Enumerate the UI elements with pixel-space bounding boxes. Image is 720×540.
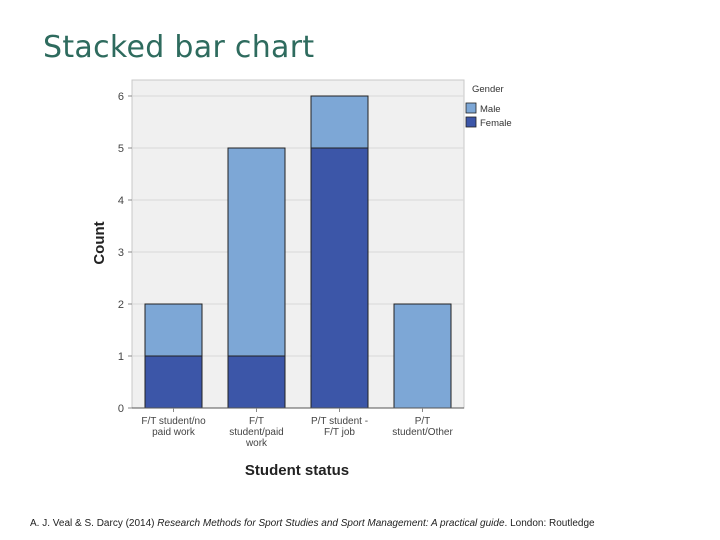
y-tick-label: 6 (118, 91, 124, 103)
citation-publisher: . London: Routledge (504, 518, 595, 529)
bar-male-4 (393, 303, 452, 409)
citation-book-title: Research Methods for Sport Studies and S… (157, 518, 505, 529)
bar-female-3 (310, 147, 369, 409)
bar-male-1 (144, 303, 203, 357)
legend-label-male: Male (480, 104, 501, 115)
legend-label-female: Female (480, 118, 512, 129)
slide-title: Stacked bar chart (43, 30, 315, 65)
legend-swatch-female (465, 116, 477, 128)
bar-female-2 (227, 355, 286, 409)
x-tick-label: P/T student/Other (392, 416, 453, 438)
y-tick-label: 3 (118, 247, 124, 259)
bar-male-2 (227, 147, 286, 357)
y-tick-label: 2 (118, 299, 124, 311)
y-axis-label: Count (91, 221, 108, 264)
citation-authors: A. J. Veal & S. Darcy (2014) (30, 518, 158, 529)
y-tick-label: 4 (118, 195, 124, 207)
bar-female-1 (144, 355, 203, 409)
legend-title: Gender (472, 84, 504, 95)
citation: A. J. Veal & S. Darcy (2014) Research Me… (30, 518, 595, 529)
x-tick-label: F/T student/no paid work (141, 416, 206, 438)
x-axis-label: Student status (245, 462, 349, 479)
x-tick-label: P/T student -F/T job (311, 416, 368, 438)
bar-male-3 (310, 95, 369, 149)
x-tick-label: F/T student/paid work (229, 416, 284, 449)
y-tick-label: 1 (118, 351, 124, 363)
legend-swatch-male (465, 102, 477, 114)
y-tick-label: 0 (118, 403, 124, 415)
y-tick-label: 5 (118, 143, 124, 155)
